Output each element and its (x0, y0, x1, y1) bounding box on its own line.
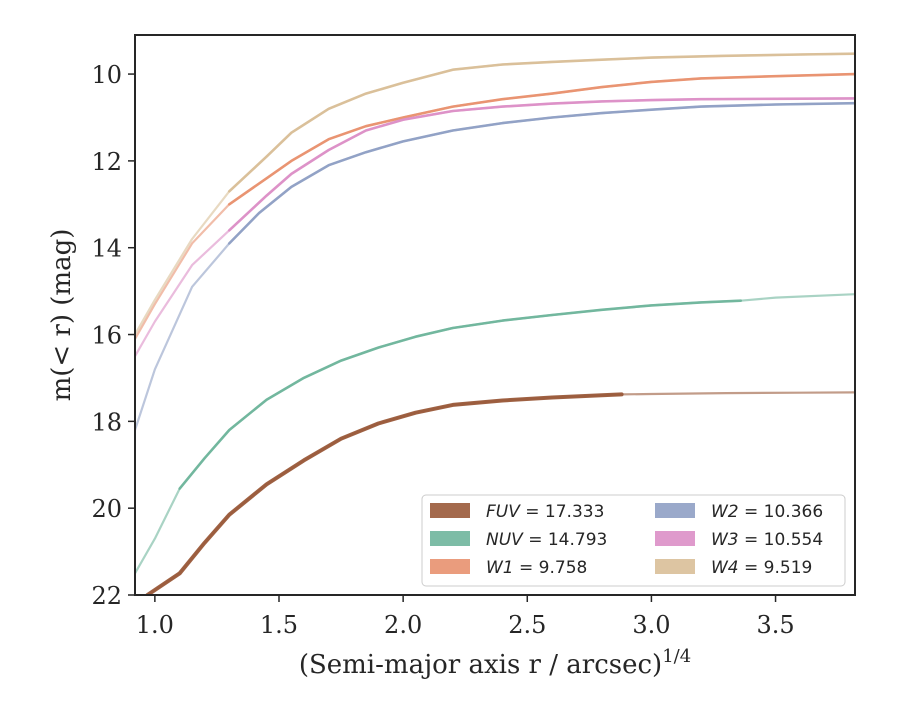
legend-label-w3: W3 = 10.554 (711, 530, 823, 550)
legend-entry-w2: W2 = 10.366 (655, 502, 823, 522)
legend-label-value: = 10.366 (739, 502, 824, 522)
legend-swatch-w2 (655, 503, 695, 518)
legend-label-w2: W2 = 10.366 (711, 502, 823, 522)
x-axis-label-exponent: 1/4 (662, 646, 691, 667)
x-axis-label: (Semi-major axis r / arcsec)1/4 (299, 646, 691, 680)
x-tick-label: 3.5 (756, 611, 794, 639)
legend-entry-w4: W4 = 9.519 (655, 558, 812, 578)
series-band-fuv (145, 392, 624, 595)
y-tick-label: 12 (91, 148, 122, 176)
legend-label-w1: W1 = 9.758 (486, 558, 587, 578)
series-band-w4 (228, 52, 855, 193)
y-tick-label: 20 (91, 495, 122, 523)
series-band-w1 (228, 72, 855, 206)
series-nuv (135, 293, 855, 575)
x-tick-label: 2.0 (384, 611, 422, 639)
legend-entry-fuv: FUV = 17.333 (430, 502, 604, 522)
x-tick-label: 1.5 (260, 611, 298, 639)
legend: FUV = 17.333 NUV = 14.793 W1 = 9.758 W2 = 1… (421, 494, 846, 587)
legend-label-nuv: NUV = 14.793 (486, 530, 607, 550)
x-tick-label: 2.5 (508, 611, 546, 639)
series-fuv (145, 391, 855, 595)
x-axis: 1.0 1.5 2.0 2.5 3.0 3.5 (136, 595, 795, 639)
x-axis-label-main: (Semi-major axis r / arcsec) (299, 650, 662, 680)
legend-entry-w1: W1 = 9.758 (430, 558, 587, 578)
legend-swatch-w3 (655, 531, 695, 546)
y-tick-label: 22 (91, 582, 122, 610)
legend-items: FUV = 17.333 NUV = 14.793 W1 = 9.758 W2 = 1… (430, 502, 823, 578)
legend-label-var: W1 (486, 558, 514, 578)
legend-swatch-w1 (430, 559, 470, 574)
legend-label-value: = 17.333 (520, 502, 605, 522)
series-w2 (135, 101, 855, 432)
legend-label-var: W3 (711, 530, 739, 550)
y-tick-label: 16 (91, 322, 122, 350)
legend-label-var: W4 (711, 558, 739, 578)
series-w1 (135, 72, 855, 340)
y-tick-label: 14 (91, 235, 122, 263)
series-band-nuv (178, 299, 743, 490)
x-tick-label: 1.0 (136, 611, 174, 639)
legend-label-value: = 9.758 (514, 558, 588, 578)
y-tick-label: 18 (91, 408, 122, 436)
legend-label-var: W2 (711, 502, 739, 522)
legend-label-value: = 9.519 (739, 558, 813, 578)
series-layer (135, 52, 855, 595)
x-tick-label: 3.0 (632, 611, 670, 639)
y-tick-label: 10 (91, 61, 122, 89)
legend-label-var: NUV (486, 530, 524, 550)
legend-box (421, 494, 846, 587)
series-band-w3 (228, 97, 855, 232)
plot-frame (134, 34, 856, 596)
series-w3 (135, 97, 855, 358)
y-axis: 10 12 14 16 18 20 22 (91, 61, 135, 610)
legend-entry-w3: W3 = 10.554 (655, 530, 823, 550)
legend-entry-nuv: NUV = 14.793 (430, 530, 607, 550)
legend-label-fuv: FUV = 17.333 (486, 502, 604, 522)
legend-swatch-w4 (655, 559, 695, 574)
legend-label-w4: W4 = 9.519 (711, 558, 812, 578)
legend-swatch-nuv (430, 531, 470, 546)
series-w4 (135, 52, 855, 336)
legend-label-value: = 14.793 (523, 530, 608, 550)
legend-swatch-fuv (430, 503, 470, 518)
legend-label-var: FUV (486, 502, 521, 522)
y-axis-label: m(< r) (mag) (47, 229, 77, 402)
legend-label-value: = 10.554 (739, 530, 824, 550)
series-band-w2 (228, 101, 855, 245)
